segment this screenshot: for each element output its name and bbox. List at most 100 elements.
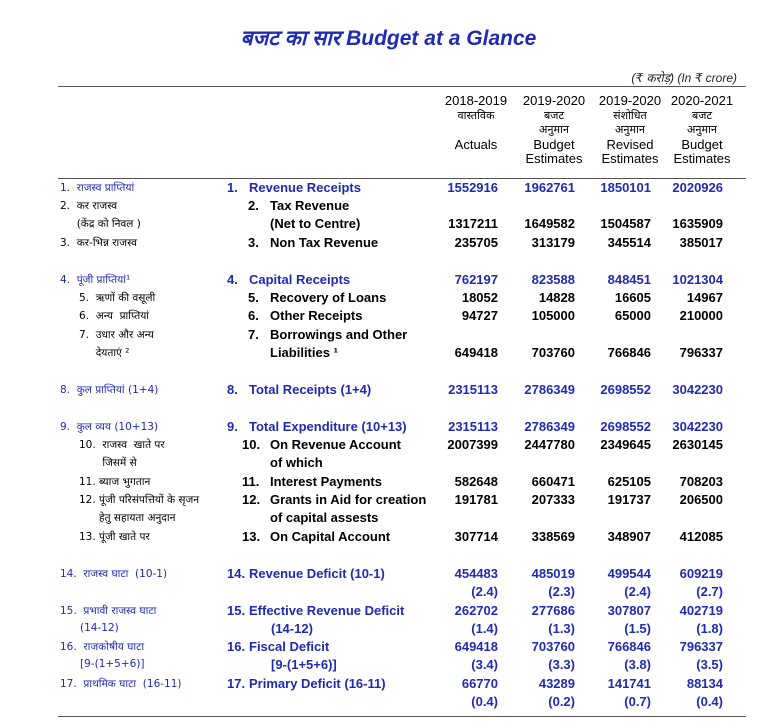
english-label: Total Receipts (1+4) <box>249 382 372 397</box>
english-label: Recovery of Loans <box>270 290 387 305</box>
hindi-label: हेतु सहायता अनुदान <box>79 512 176 524</box>
table-row: (केंद्र को निवल ) (Net to Centre) 1317211 1… <box>0 216 777 234</box>
value-cell: 2786349 <box>524 382 575 397</box>
value-cell: 14828 <box>538 290 575 305</box>
value-cell: 18052 <box>461 290 498 305</box>
value-cell: 66770 <box>461 676 498 691</box>
hindi-label: 10. राजस्व खाते पर <box>79 439 165 451</box>
english-cell: 8. Total Receipts (1+4) <box>227 382 371 397</box>
value-cell: 105000 <box>531 308 575 323</box>
value-cell: 766846 <box>607 639 651 654</box>
value-cell: (3.5) <box>696 657 723 672</box>
value-cell: 2698552 <box>600 382 651 397</box>
english-label: On Revenue Account <box>270 437 401 452</box>
hindi-label: (केंद्र को निवल ) <box>60 218 141 230</box>
english-label: Tax Revenue <box>270 198 350 213</box>
value-cell: 1317211 <box>448 216 498 231</box>
header-english-line: Budget <box>681 136 723 152</box>
value-cell: 625105 <box>607 474 651 489</box>
value-cell: 94727 <box>461 308 498 323</box>
header-hindi-line: 2018-2019 <box>444 93 508 108</box>
value-cell: 823588 <box>531 272 575 287</box>
table-row: 11. ब्याज भुगतान 11. Interest Payments 5826… <box>0 474 777 492</box>
table-row: जिसमें से of which <box>0 455 777 473</box>
hindi-label: 9. कुल व्यय (10+13) <box>60 421 159 433</box>
value-cell: 402719 <box>679 603 723 618</box>
value-cell: 2020926 <box>672 180 723 195</box>
value-cell: (1.4) <box>471 621 498 636</box>
hindi-label: 13. पूंजी खाते पर <box>79 531 150 543</box>
header-english-line: Estimates <box>525 151 583 166</box>
header-english-line: Estimates <box>673 151 731 166</box>
value-cell: 1635909 <box>672 216 723 231</box>
english-cell: 17. Primary Deficit (16-11) <box>227 676 386 691</box>
table-row: हेतु सहायता अनुदान of capital assests <box>0 510 777 528</box>
header-hindi-line: बजट <box>692 108 712 122</box>
value-cell: (1.3) <box>548 621 575 636</box>
english-label: Primary Deficit (16-11) <box>249 676 386 691</box>
item-number: 2. <box>248 198 259 213</box>
english-label: Total Expenditure (10+13) <box>249 419 407 434</box>
value-cell: (1.5) <box>624 621 651 636</box>
value-cell: 2698552 <box>600 419 651 434</box>
english-label: Non Tax Revenue <box>270 235 379 250</box>
english-cell: 11. Interest Payments <box>242 474 382 489</box>
hindi-label: 12. पूंजी परिसंपत्तियों के सृजन <box>79 494 200 506</box>
table-row: 17. प्राथमिक घाटा (16-11) 17. Primary Defi… <box>0 676 777 694</box>
value-cell: 191781 <box>454 492 498 507</box>
hindi-label: 3. कर-भिन्न राजस्व <box>60 237 137 249</box>
value-cell: 708203 <box>679 474 723 489</box>
value-cell: 485019 <box>531 566 575 581</box>
value-cell: 2315113 <box>448 419 498 434</box>
value-cell: 207333 <box>531 492 575 507</box>
english-cell: 10. On Revenue Account <box>242 437 401 452</box>
value-cell: (2.4) <box>624 584 651 599</box>
value-cell: (0.7) <box>624 694 651 709</box>
table-row: 2. कर राजस्व 2. Tax Revenue <box>0 198 777 216</box>
table-row: 7. उधार और अन्य 7. Borrowings and Other <box>0 327 777 345</box>
value-cell: 348907 <box>607 529 651 544</box>
header-hindi-line: बजट <box>544 108 564 122</box>
item-number: 5. <box>248 290 259 305</box>
item-number: 13. <box>242 529 261 544</box>
page-title: बजट का सार Budget at a Glance <box>240 27 537 50</box>
value-cell: 660471 <box>531 474 575 489</box>
value-cell: 2630145 <box>672 437 723 452</box>
value-cell: 2007399 <box>447 437 498 452</box>
table-row: 13. पूंजी खाते पर 13. On Capital Account 30… <box>0 529 777 547</box>
value-cell: 2315113 <box>448 382 498 397</box>
unit-note: (₹ करोड़) (In ₹ crore) <box>631 71 737 85</box>
english-cell: of capital assests <box>270 510 378 525</box>
table-row: 8. कुल प्राप्तियां (1+4) 8. Total Receipts… <box>0 382 777 400</box>
hindi-label: 6. अन्य प्राप्तियां <box>79 310 150 322</box>
item-number: 11. <box>242 474 260 489</box>
value-cell: (0.2) <box>548 694 575 709</box>
table-row: 10. राजस्व खाते पर 10. On Revenue Account 2… <box>0 437 777 455</box>
english-cell: (Net to Centre) <box>270 216 360 231</box>
hindi-label: (14-12) <box>60 622 119 634</box>
english-label: Liabilities ¹ <box>270 345 338 360</box>
value-cell: 277686 <box>531 603 575 618</box>
column-header-4: 2020-2021 बजट अनुमान Budget Estimates <box>663 93 741 167</box>
value-cell: (2.7) <box>696 584 723 599</box>
value-cell: 1552916 <box>447 180 498 195</box>
header-rule-top <box>58 86 746 87</box>
value-cell: 313179 <box>531 235 575 250</box>
value-cell: 499544 <box>607 566 651 581</box>
english-label: Grants in Aid for creation <box>270 492 427 507</box>
value-cell: 609219 <box>679 566 723 581</box>
hindi-label: 1. राजस्व प्राप्तियां <box>60 182 135 194</box>
english-cell: 13. On Capital Account <box>242 529 390 544</box>
column-header-2: 2019-2020 बजट अनुमान Budget Estimates <box>515 93 593 167</box>
value-cell: 766846 <box>607 345 651 360</box>
value-cell: 848451 <box>607 272 651 287</box>
header-hindi-line: संशोधित <box>613 108 647 122</box>
header-english-line: Estimates <box>601 151 659 166</box>
column-header-3: 2019-2020 संशोधित अनुमान Revised Estimates <box>591 93 669 167</box>
value-cell: 16605 <box>614 290 651 305</box>
value-cell: 454483 <box>454 566 498 581</box>
value-cell: 412085 <box>679 529 723 544</box>
value-cell: (3.8) <box>624 657 651 672</box>
value-cell: 649418 <box>454 639 498 654</box>
table-row: [9-(1+5+6)] [9-(1+5+6)] (3.4) (3.3) (3.8) (3.… <box>0 657 777 675</box>
